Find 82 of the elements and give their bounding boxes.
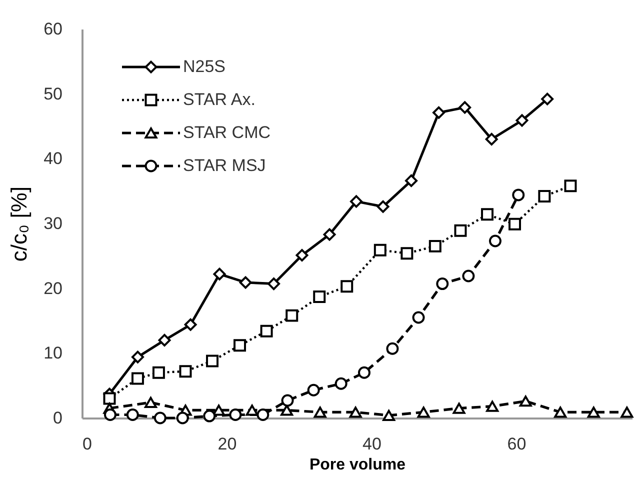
x-tick-label: 0 xyxy=(82,434,92,454)
point xyxy=(400,247,414,260)
point xyxy=(126,408,139,421)
y-tick-label: 50 xyxy=(44,84,62,104)
point xyxy=(206,354,219,368)
point xyxy=(131,372,144,385)
point xyxy=(280,404,294,416)
point xyxy=(358,366,370,379)
point xyxy=(462,270,475,282)
point xyxy=(314,406,326,418)
point xyxy=(256,408,270,421)
y-tick-label: 40 xyxy=(44,149,62,168)
point xyxy=(405,174,418,187)
point xyxy=(436,278,449,290)
point xyxy=(432,106,446,119)
point xyxy=(296,249,308,262)
point xyxy=(212,404,226,416)
point xyxy=(485,132,498,146)
y-tick-label: 60 xyxy=(44,20,62,38)
x-tick-label: 40 xyxy=(362,434,382,454)
point xyxy=(340,280,354,293)
point xyxy=(486,400,499,412)
legend-label: N25S xyxy=(183,57,226,76)
point xyxy=(158,334,171,346)
x-tick-label: 20 xyxy=(218,434,237,454)
point xyxy=(376,200,390,213)
x-axis-title: Pore volume xyxy=(309,456,406,474)
point xyxy=(260,324,273,338)
y-axis-title: c/c₀ [%] xyxy=(6,186,32,262)
point xyxy=(307,384,320,396)
point xyxy=(516,114,528,127)
point xyxy=(281,394,294,407)
point xyxy=(203,410,216,422)
point xyxy=(234,339,246,352)
point xyxy=(620,406,634,418)
point xyxy=(268,278,280,290)
point xyxy=(213,268,226,280)
legend-label: STAR MSJ xyxy=(183,156,266,175)
legend-label: STAR CMC xyxy=(183,123,271,142)
point xyxy=(239,276,252,289)
point xyxy=(229,408,242,421)
point xyxy=(541,92,554,106)
point xyxy=(350,195,363,208)
point xyxy=(286,309,298,322)
y-tick-label: 30 xyxy=(44,214,62,233)
point xyxy=(152,366,165,379)
point xyxy=(144,396,157,408)
x-tick-label: 60 xyxy=(507,434,526,454)
point xyxy=(246,404,258,416)
point xyxy=(564,180,577,192)
point xyxy=(386,342,399,355)
legend-label: STAR Ax. xyxy=(183,90,256,109)
y-tick-label: 20 xyxy=(44,278,62,298)
point xyxy=(454,224,467,237)
point xyxy=(508,218,522,230)
y-tick-label: 0 xyxy=(53,408,62,428)
point xyxy=(587,406,600,418)
point xyxy=(488,234,502,248)
point xyxy=(374,244,386,256)
point xyxy=(458,101,472,114)
point xyxy=(452,402,466,414)
point xyxy=(313,290,326,304)
point xyxy=(512,188,525,202)
point xyxy=(179,365,192,378)
point xyxy=(538,190,551,203)
point xyxy=(349,406,362,418)
point xyxy=(154,412,166,424)
point xyxy=(104,408,116,421)
point xyxy=(519,396,532,407)
point xyxy=(103,392,116,405)
point xyxy=(554,406,567,418)
y-tick-label: 10 xyxy=(44,344,62,363)
point xyxy=(323,228,336,241)
point xyxy=(184,318,197,331)
point xyxy=(176,412,189,424)
point xyxy=(131,350,144,364)
point xyxy=(428,240,442,252)
point xyxy=(412,311,425,324)
point xyxy=(382,410,396,421)
point xyxy=(481,208,494,221)
point xyxy=(334,377,348,390)
point xyxy=(417,406,430,418)
